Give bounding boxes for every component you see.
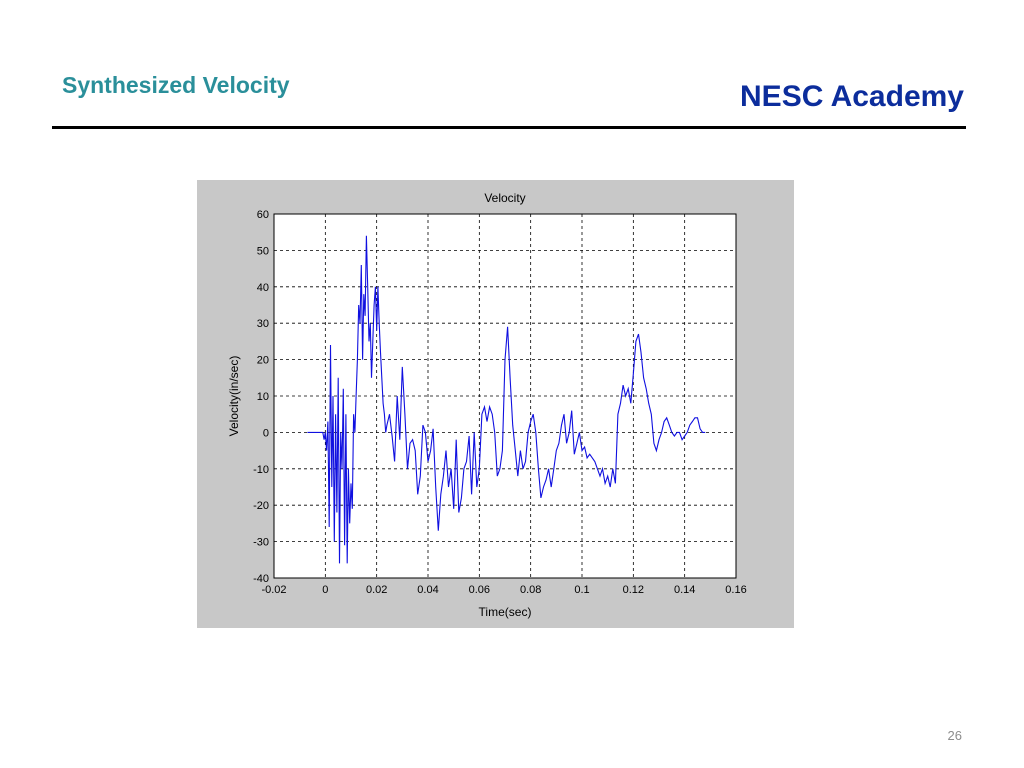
x-tick-label: 0 [322, 584, 328, 596]
x-axis-label: Time(sec) [479, 605, 532, 619]
page-number: 26 [947, 728, 962, 743]
velocity-series-line [307, 235, 706, 564]
slide-title: Synthesized Velocity [62, 72, 290, 98]
x-tick-label: 0.1 [574, 584, 589, 596]
y-axis-label: Velocity(in/sec) [227, 356, 241, 437]
x-tick-label: -0.02 [261, 584, 286, 596]
y-tick-label: -20 [253, 500, 269, 512]
axis-ticks: -0.02 0 0.02 0.04 0.06 0.08 0.1 0.12 0.14 0.16 60 5… [253, 209, 747, 596]
velocity-chart: -0.02 0 0.02 0.04 0.06 0.08 0.1 0.12 0.14 0.16 60 5… [227, 191, 747, 619]
chart-figure: -0.02 0 0.02 0.04 0.06 0.08 0.1 0.12 0.14 0.16 60 5… [197, 180, 794, 628]
x-tick-label: 0.06 [469, 584, 490, 596]
x-tick-label: 0.16 [725, 584, 746, 596]
x-tick-label: 0.14 [674, 584, 695, 596]
grid-lines [274, 214, 736, 578]
y-tick-label: 10 [257, 391, 269, 403]
y-tick-label: 0 [263, 427, 269, 439]
title-divider [52, 126, 966, 129]
y-tick-label: -30 [253, 537, 269, 549]
brand-name: NESC Academy [740, 80, 964, 113]
y-tick-label: 50 [257, 245, 269, 257]
y-tick-label: 40 [257, 282, 269, 294]
y-tick-label: -10 [253, 464, 269, 476]
x-tick-label: 0.04 [417, 584, 438, 596]
y-tick-label: 30 [257, 318, 269, 330]
y-tick-label: 60 [257, 209, 269, 221]
x-tick-label: 0.12 [623, 584, 644, 596]
chart-title: Velocity [484, 191, 525, 205]
x-tick-label: 0.08 [520, 584, 541, 596]
y-tick-label: 20 [257, 355, 269, 367]
y-tick-label: -40 [253, 573, 269, 585]
x-tick-label: 0.02 [366, 584, 387, 596]
